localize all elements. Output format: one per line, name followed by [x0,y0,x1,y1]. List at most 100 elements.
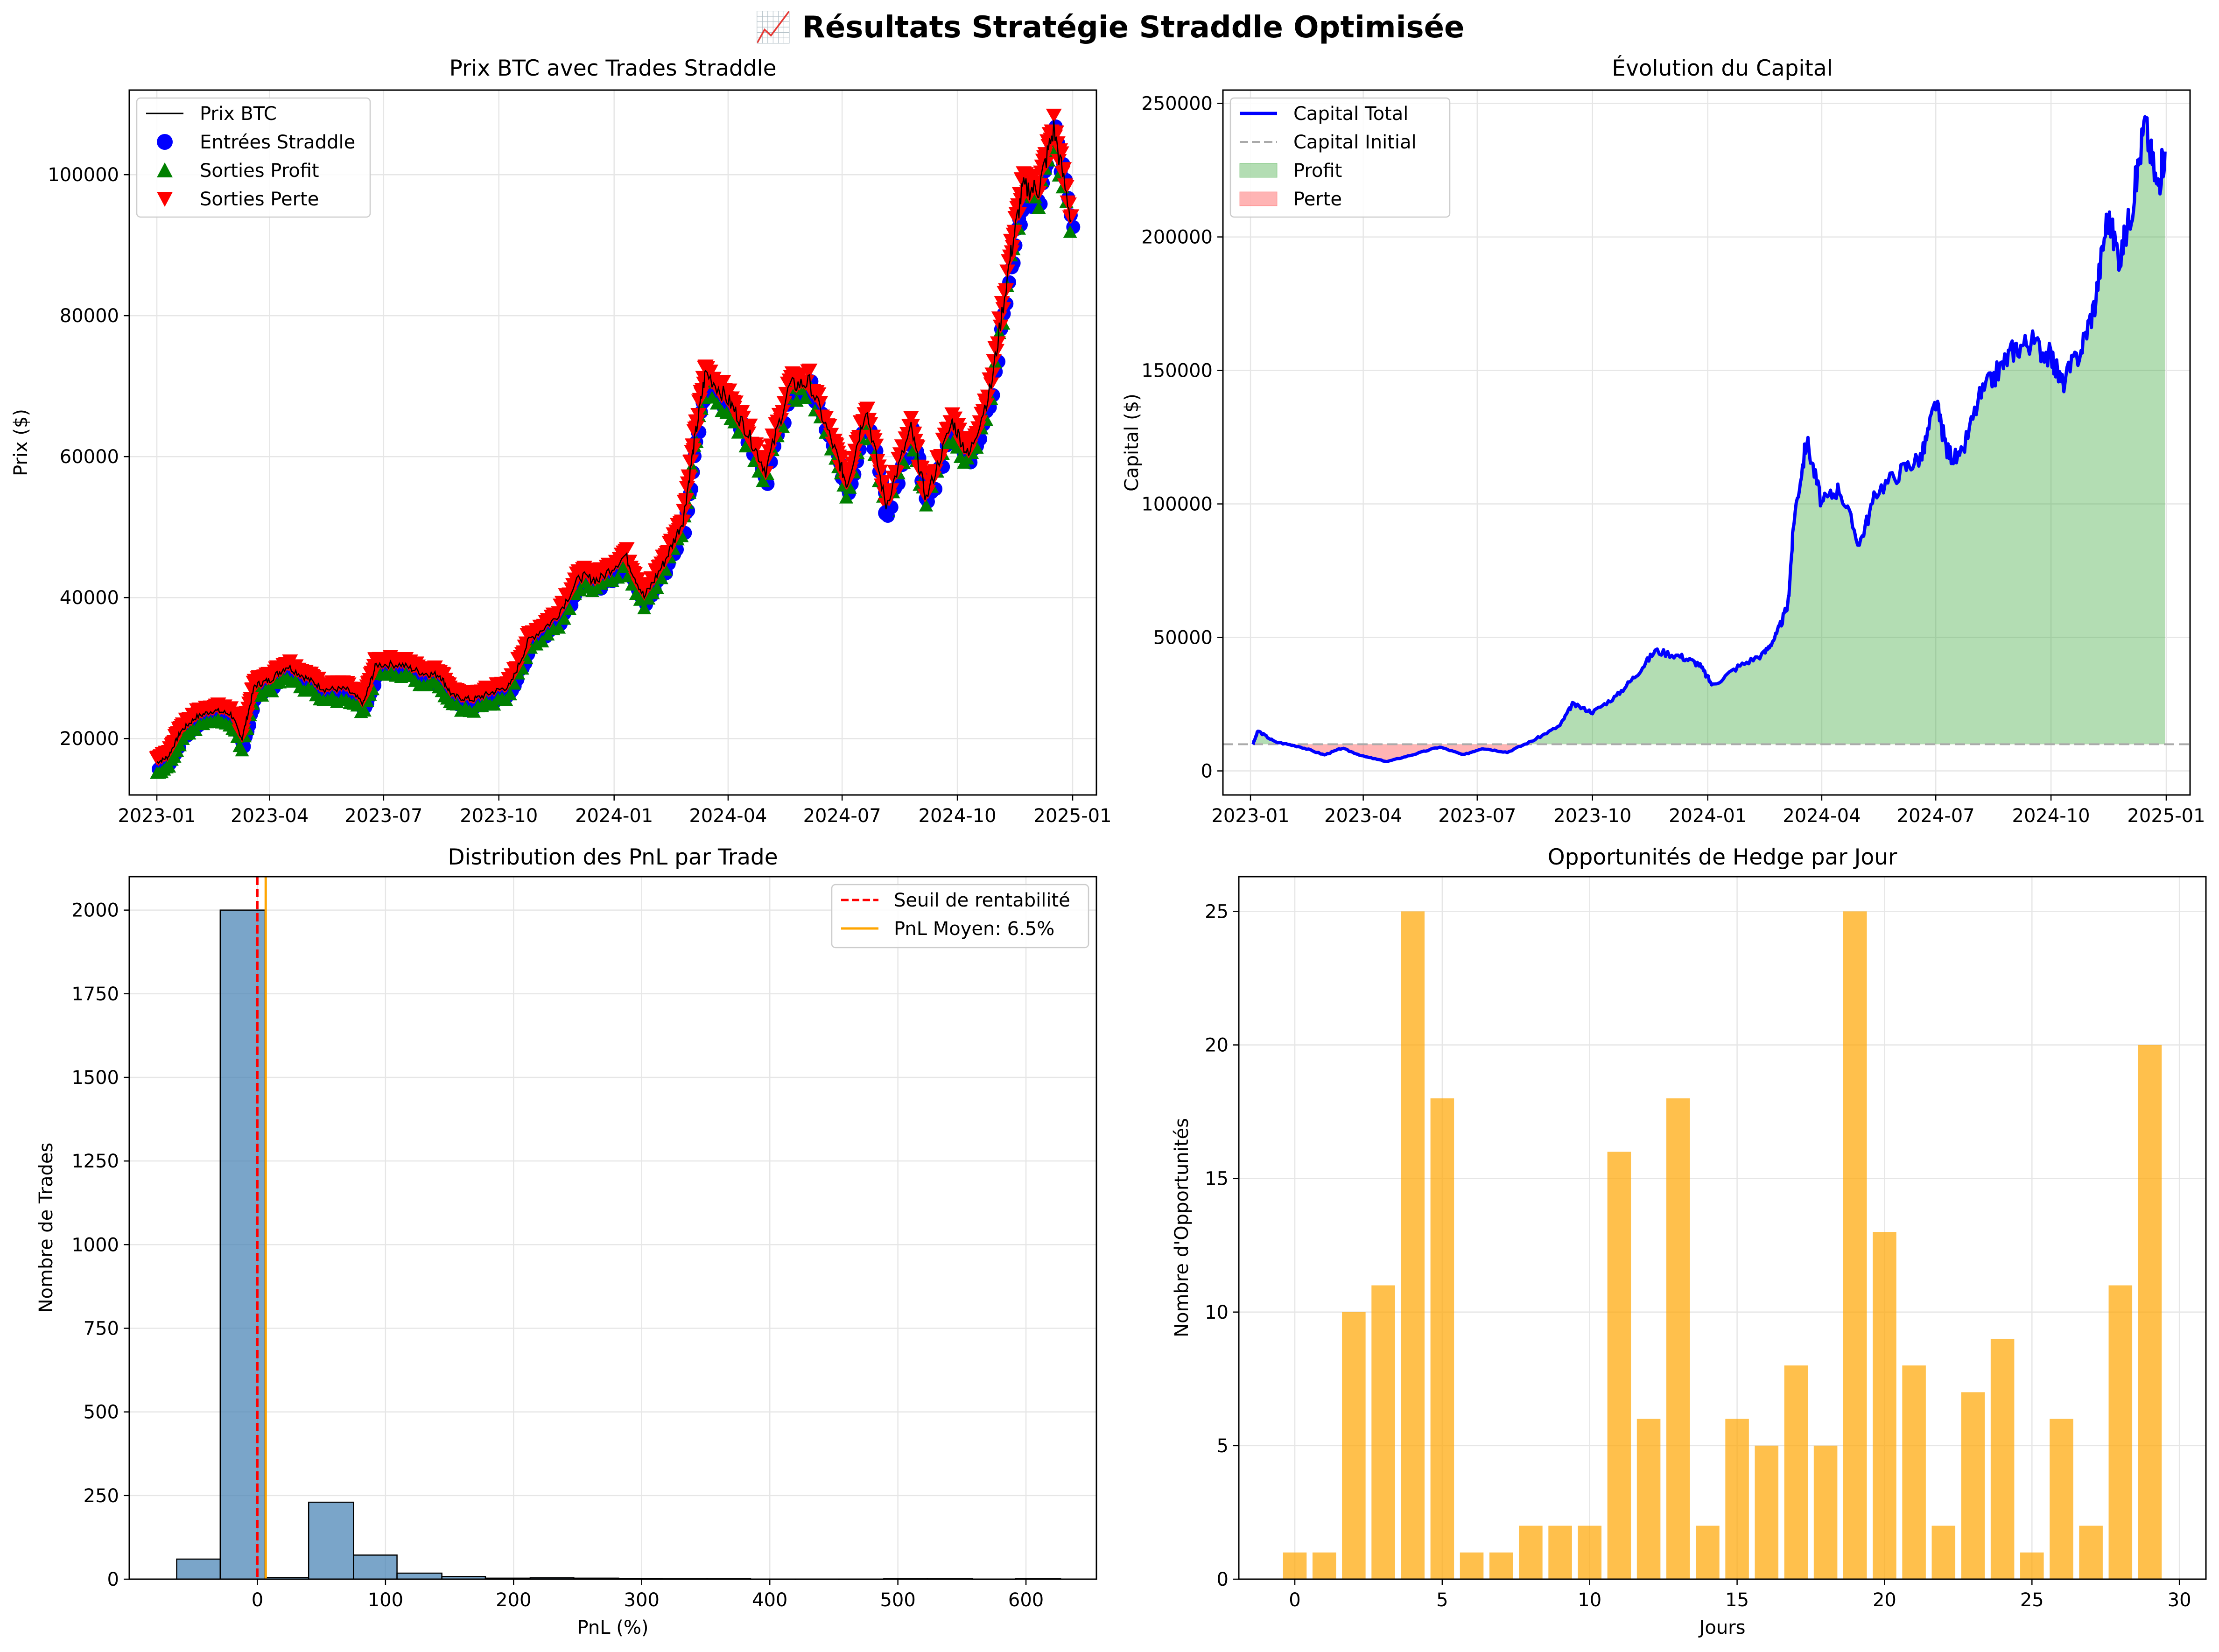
hedge-bar [1430,1098,1454,1579]
loss-exit-marker [810,387,827,401]
hedge-bar [1401,911,1425,1579]
y-tick-label: 2000 [71,900,119,921]
loss-exit-marker [728,395,744,410]
x-tick-label: 30 [2168,1589,2191,1611]
y-tick-label: 200000 [1141,227,1213,248]
capital-line [1251,115,2167,764]
legend-label: Sorties Perte [200,189,319,210]
loss-exit-marker [1063,209,1080,224]
loss-exit-marker [759,452,776,467]
panel-capital: Évolution du Capital 2023-01 2023-04 2023-… [1121,56,2205,827]
profit-exit-marker [650,581,664,594]
x-tick-label: 2023-04 [1324,805,1402,827]
price-line [156,120,1072,765]
loss-exit-marker [1046,108,1062,123]
y-tick-label: 750 [84,1318,119,1340]
profit-exit-marker [235,744,249,757]
loss-exit-marker [859,401,876,416]
x-tick-label: 2025-01 [1033,805,1111,827]
profit-exit-marker [529,638,544,651]
y-tick-label: 0 [1217,1569,1229,1590]
profit-exit-marker [503,688,517,701]
loss-exit-marker [862,417,878,431]
profit-exit-marker [265,684,279,697]
x-tick-label: 15 [1725,1589,1749,1611]
x-tick-label: 2024-10 [919,805,997,827]
loss-exit-marker [702,365,718,379]
loss-exit-marker [774,405,791,419]
x-tick-label: 600 [1008,1589,1044,1611]
hedge-ylabel: Nombre d'Opportunités [1171,1118,1193,1337]
histogram-bar [176,1558,221,1580]
legend-frame [136,97,371,218]
hedge-bar [2138,1045,2162,1579]
price-legend: Prix BTC Entrées Straddle Sorties Profit So… [136,97,371,218]
loss-exit-marker [1033,165,1049,180]
hedge-bar [2020,1552,2044,1579]
profit-exit-marker [919,499,933,512]
x-tick-label: 100 [368,1589,403,1611]
hedge-bar [1902,1365,1926,1579]
loss-exit-marker [735,410,751,425]
y-tick-label: 15 [1205,1168,1229,1190]
loss-exit-marker [903,411,919,425]
profit-exit-marker [162,760,176,773]
entry-marker [878,505,894,521]
hedge-bar [2050,1419,2073,1579]
x-tick-label: 2023-10 [460,805,538,827]
profit-exit-marker [1032,201,1046,214]
x-tick-label: 2025-01 [2127,805,2205,827]
panel-pnl: Distribution des PnL par Trade 0 100 200 30… [35,844,1097,1638]
profit-exit-marker [625,578,639,591]
loss-exit-marker [896,441,912,456]
x-tick-label: 5 [1436,1589,1448,1611]
profit-exit-marker [378,668,392,681]
profit-exit-marker [756,474,770,487]
loss-exit-marker [906,426,922,441]
profit-exit-marker [562,602,577,615]
loss-exit-marker [1048,125,1065,140]
loss-area [1253,744,2165,762]
panel-hedge: Opportunités de Hedge par Jour 0 5 10 15 20 2… [1171,844,2207,1638]
hedge-bar [1607,1152,1631,1579]
legend-patch-swatch [1239,163,1278,178]
loss-exit-marker [239,707,256,722]
y-tick-label: 1250 [71,1151,119,1172]
hedge-bar [1519,1525,1543,1579]
hedge-bar [1931,1525,1956,1579]
price-title: Prix BTC avec Trades Straddle [449,56,776,81]
y-tick-label: 20 [1205,1035,1229,1056]
capital-y-ticks: 0 50000 100000 150000 200000 250000 [1141,93,1223,782]
x-tick-label: 2023-01 [118,805,196,827]
loss-exit-marker [778,387,794,401]
hedge-axes-frame [1238,876,2207,1580]
legend-triangle-up-swatch [157,162,173,177]
loss-exit-marker [847,443,864,458]
hedge-y-ticks: 0 5 10 15 20 25 [1205,901,1239,1590]
pnl-ylabel: Nombre de Trades [35,1143,57,1313]
price-axes-frame [128,89,1097,796]
hedge-bar [1578,1525,1601,1579]
hedge-bar [1489,1552,1513,1579]
hedge-bar [1873,1232,1896,1579]
y-tick-label: 10 [1205,1302,1229,1323]
price-grid [129,90,1096,795]
profit-exit-marker [950,441,964,454]
x-tick-label: 200 [496,1589,531,1611]
hedge-bar [1666,1098,1690,1579]
profit-exit-marker [839,491,853,504]
profit-exit-marker [557,612,571,625]
pnl-x-ticks: 0 100 200 300 400 500 600 [252,1579,1044,1611]
hedge-bar [1696,1525,1720,1579]
legend-label: Capital Initial [1293,132,1417,153]
legend-triangle-down-swatch [157,192,173,207]
capital-grid [1223,90,2190,795]
pnl-legend: Seuil de rentabilité PnL Moyen: 6.5% [831,884,1089,949]
hedge-bar [1371,1285,1395,1579]
profit-exit-marker [1028,190,1043,204]
profit-exit-marker [709,397,724,410]
loss-exit-marker [721,383,737,398]
x-tick-label: 2023-01 [1211,805,1289,827]
price-x-ticks: 2023-01 2023-04 2023-07 2023-10 2024-01 2024-… [118,795,1112,827]
hedge-bar [1725,1419,1749,1579]
